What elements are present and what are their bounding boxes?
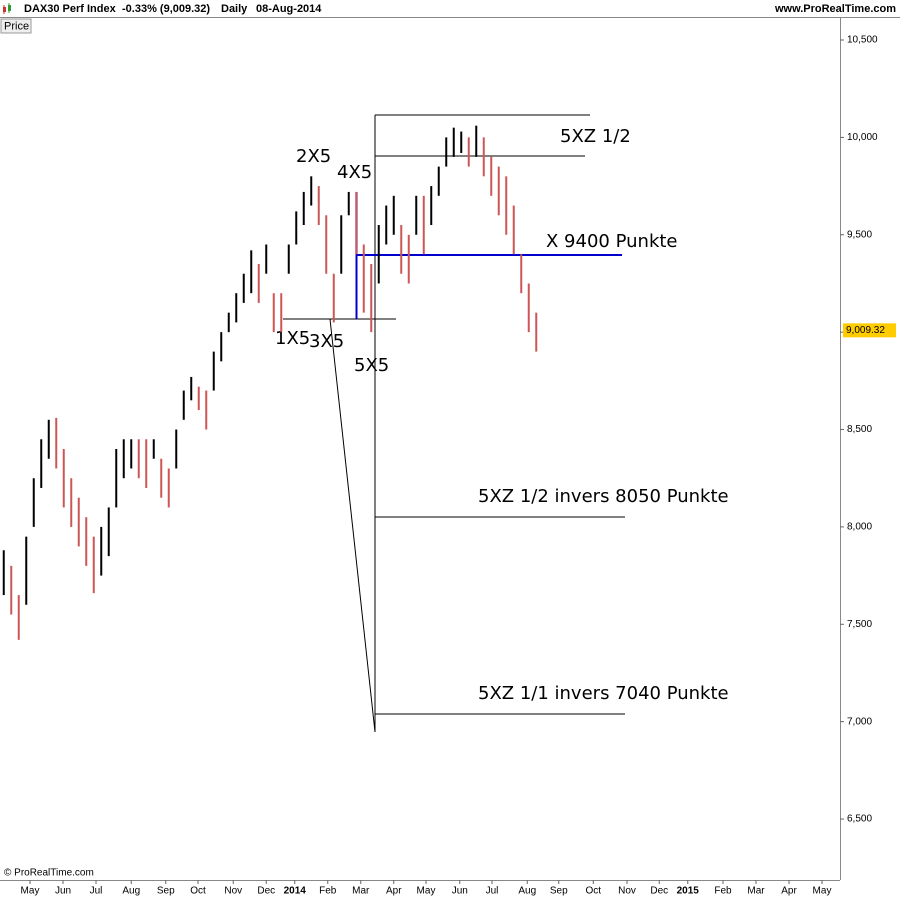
x-tick-label: Nov [618,886,636,897]
y-tick-label: 9,500 [847,229,872,240]
header-change: -0.33% (9,009.32) [122,3,210,15]
last-price-label: 9,009.32 [846,325,885,336]
x-tick-label: Jul [90,886,103,897]
x-tick-label: Apr [386,886,402,897]
x-tick-label: Feb [319,886,337,897]
header-title: DAX30 Perf Index [24,3,117,15]
x-tick-label: Oct [585,886,601,897]
x-tick-label: Aug [518,886,536,897]
x-tick-label: May [813,886,832,897]
x-tick-label: Nov [224,886,242,897]
x-tick-label: Sep [550,886,568,897]
annotation: 4X5 [337,162,372,183]
x-tick-label: Jun [55,886,71,897]
header-source: www.ProRealTime.com [774,3,896,15]
x-tick-label: Jul [486,886,499,897]
x-tick-label: Oct [190,886,206,897]
x-tick-label: Sep [157,886,175,897]
x-tick-label: Dec [650,886,668,897]
y-tick-label: 8,500 [847,424,872,435]
x-tick-label: Dec [257,886,275,897]
header-date: 08-Aug-2014 [256,3,322,15]
header-period: Daily [221,3,248,15]
annotation: 3X5 [309,331,344,352]
annotation-line [329,318,376,733]
y-tick-label: 7,000 [847,716,872,727]
y-tick-label: 8,000 [847,522,872,533]
annotation: 1X5 [275,328,310,349]
price-button[interactable] [0,18,32,34]
annotation: 5XZ 1/2 [560,126,631,147]
x-tick-label: May [21,886,40,897]
x-tick-label: Aug [122,886,140,897]
y-tick-label: 7,500 [847,619,872,630]
y-tick-label: 10,000 [847,132,878,143]
x-tick-label: Apr [781,886,797,897]
x-tick-label: Jun [452,886,468,897]
x-tick-label: 2014 [284,886,307,897]
annotation: X 9400 Punkte [546,231,678,252]
y-tick-label: 6,500 [847,814,872,825]
drawing-lines [283,114,625,733]
header-icon [3,3,11,14]
x-tick-label: May [417,886,436,897]
annotation: 5X5 [354,355,389,376]
x-tick-label: Feb [714,886,732,897]
copyright: © ProRealTime.com [4,868,94,879]
annotation: 5XZ 1/1 invers 7040 Punkte [478,683,729,704]
y-tick-label: 10,500 [847,35,878,46]
price-button-label[interactable]: Price [4,20,29,32]
annotation: 5XZ 1/2 invers 8050 Punkte [478,486,729,507]
x-tick-label: Mar [747,886,765,897]
x-tick-label: Mar [352,886,370,897]
annotation: 2X5 [296,146,331,167]
last-price-tag [843,323,896,338]
x-tick-label: 2015 [677,886,700,897]
